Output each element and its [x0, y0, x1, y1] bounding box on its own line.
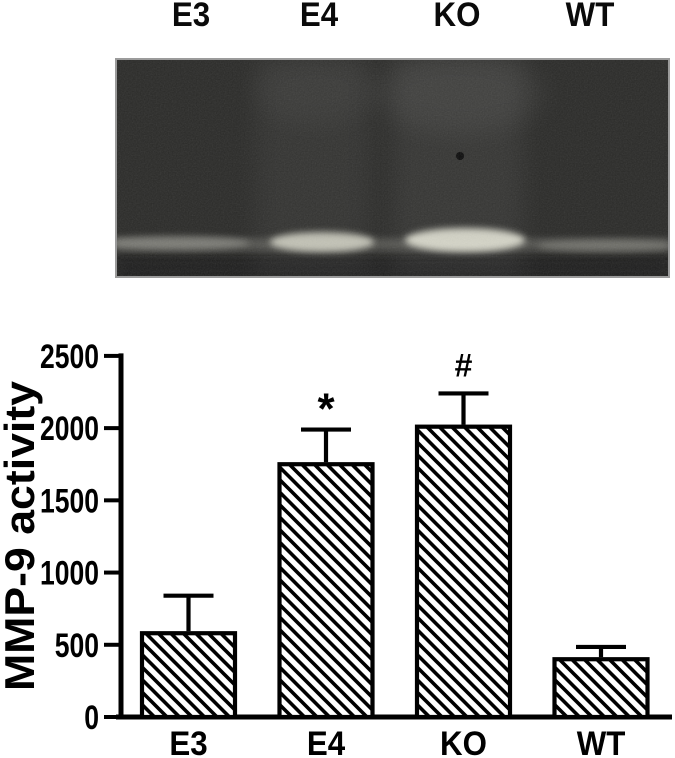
significance-hash: #: [455, 347, 473, 383]
y-tick-label: 0: [84, 699, 99, 737]
gel-lane-label-e4: E4: [299, 0, 339, 34]
y-axis-title: MMP-9 activity: [0, 380, 43, 691]
bar-e3: [139, 631, 238, 720]
gel-lane-labels: E3 E4 KO WT: [0, 0, 675, 34]
bar-ko: [414, 424, 513, 720]
gel-lane-label-ko: KO: [433, 0, 481, 34]
y-tick-label: 1500: [40, 482, 99, 520]
gel-image: [100, 53, 675, 278]
x-category-label: E3: [169, 725, 207, 758]
y-tick-label: 500: [55, 627, 99, 665]
gel-image-panel: [100, 53, 675, 278]
gel-lane-label-wt: WT: [565, 0, 615, 34]
bar-chart-panel: 0 500 1000 1500 2000 2500 MMP-9 activity E3 E4 * K…: [0, 300, 675, 758]
y-tick-label: 2500: [40, 338, 99, 376]
gel-border: [115, 58, 670, 278]
x-category-label: KO: [440, 725, 487, 758]
significance-star: *: [317, 385, 335, 434]
bar-e4: [277, 462, 375, 720]
y-tick-label: 2000: [40, 410, 99, 448]
mmp9-bar-chart: 0 500 1000 1500 2000 2500 MMP-9 activity E3 E4 * K…: [0, 338, 672, 758]
gel-lane-label-e3: E3: [171, 0, 211, 34]
y-tick-label: 1000: [40, 555, 99, 593]
bar-wt: [552, 657, 650, 720]
gel-noise-overlay: [115, 58, 670, 278]
x-category-label: E4: [307, 725, 345, 758]
x-category-label: WT: [577, 725, 626, 758]
